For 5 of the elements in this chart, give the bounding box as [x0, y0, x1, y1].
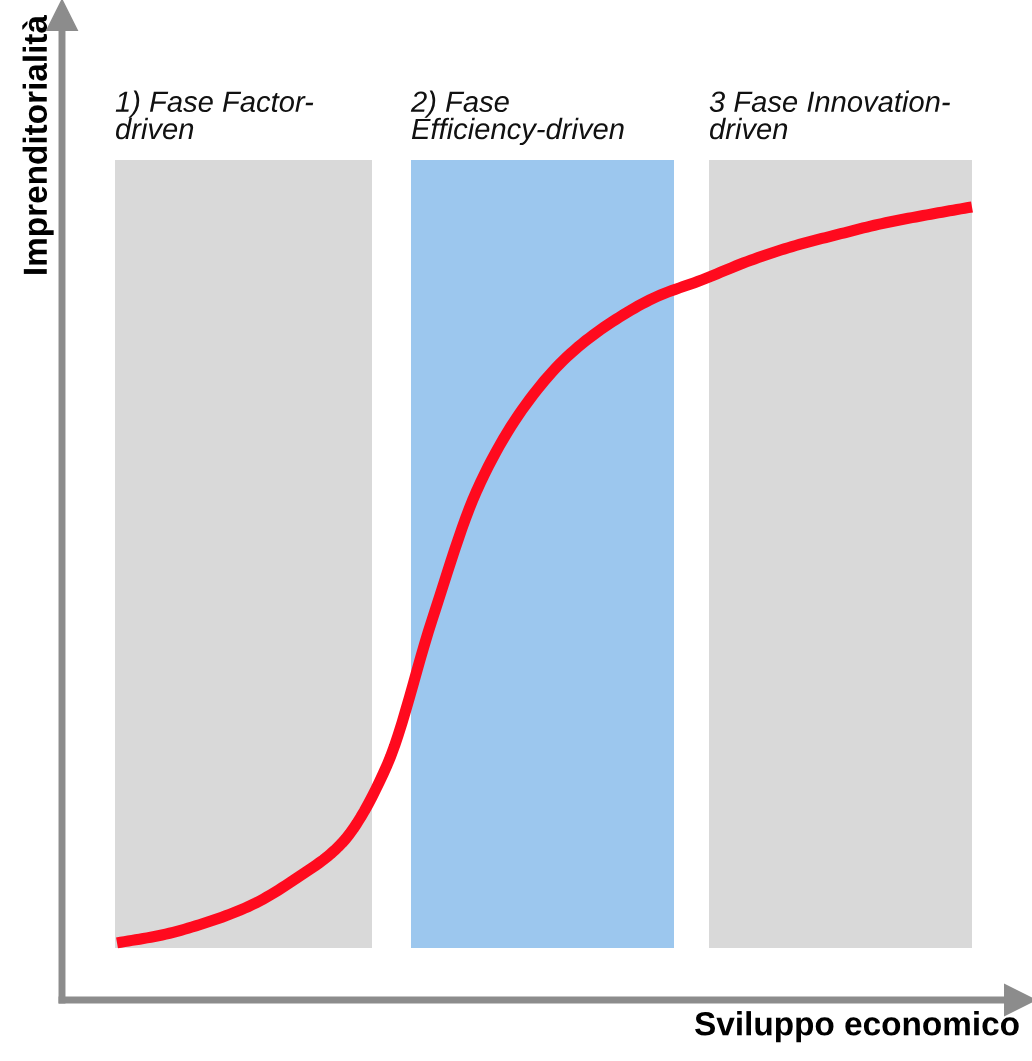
x-axis-title: Sviluppo economico: [695, 1011, 1019, 1043]
text: 3 Fase Innovation- driven: [709, 90, 950, 140]
text: 1) Fase Factor- driven: [115, 90, 314, 140]
text: 2) Fase Efficiency-driven: [410, 90, 624, 145]
y-axis-title: Imprenditorialità: [22, 14, 54, 274]
